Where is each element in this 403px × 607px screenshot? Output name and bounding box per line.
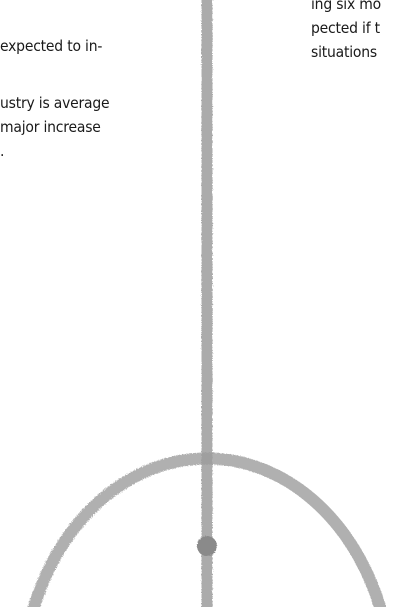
pencil-center-dot — [197, 536, 217, 556]
right-column-line-1: ing six mo — [311, 0, 381, 13]
right-column-line-2: pected if t — [311, 19, 380, 37]
right-column-line-3: situations — [311, 43, 377, 61]
pencil-circle-arc — [28, 452, 386, 607]
left-column-line-1: expected to in- — [0, 37, 103, 55]
left-column-line-2: ustry is average — [0, 94, 110, 112]
left-column-line-3: major increase — [0, 118, 101, 136]
left-column-line-4: . — [0, 142, 5, 160]
